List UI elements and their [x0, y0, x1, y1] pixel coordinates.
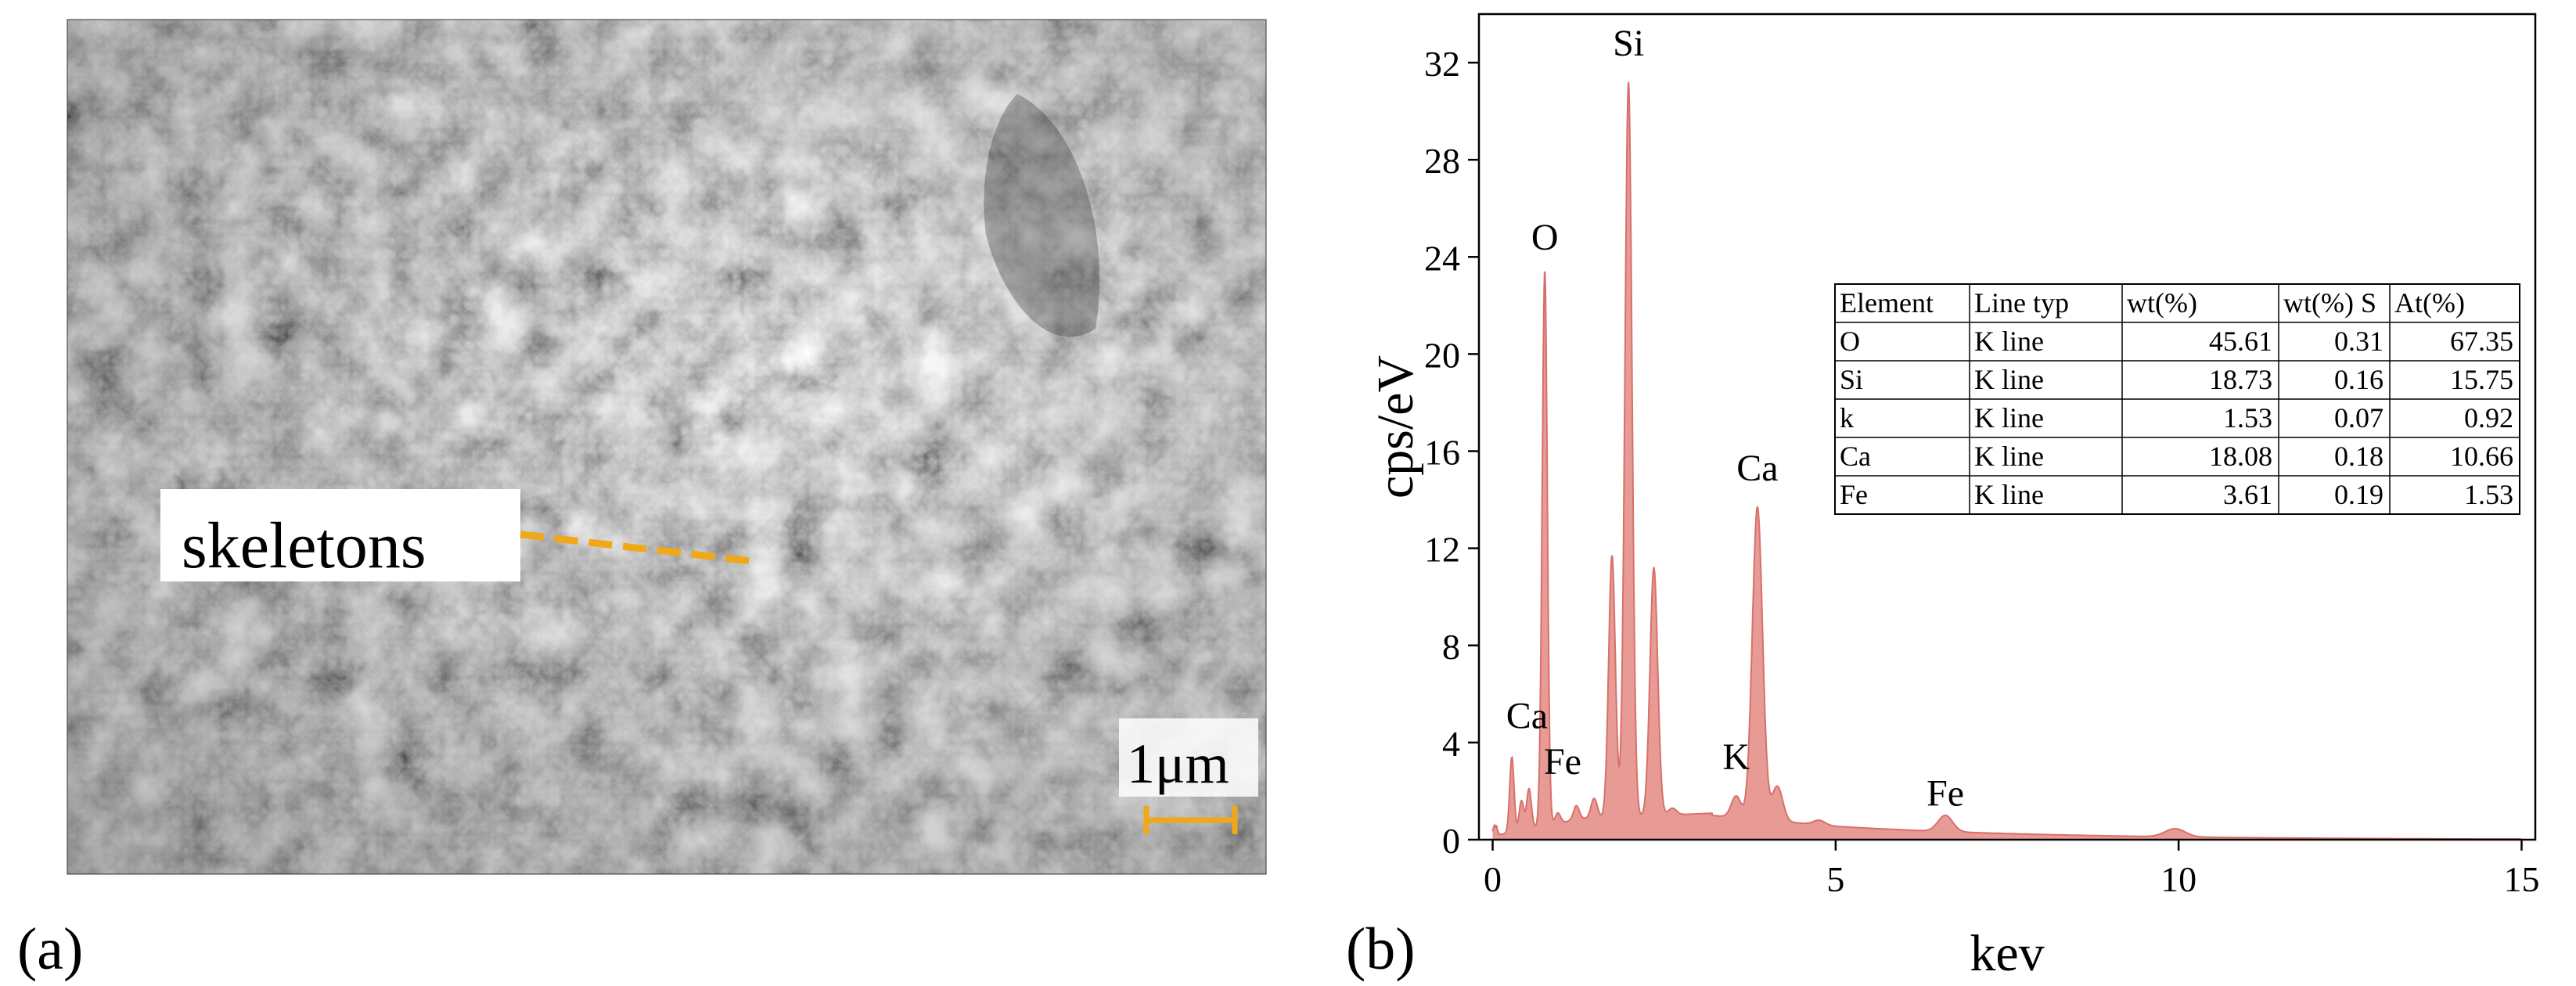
y-tick-label: 12: [1424, 530, 1460, 570]
y-tick-label: 16: [1424, 433, 1460, 473]
y-tick-label: 8: [1442, 627, 1460, 667]
table-cell: Fe: [1840, 479, 1868, 510]
peak-label: Fe: [1544, 741, 1581, 783]
x-tick-label: 0: [1484, 859, 1502, 899]
annotation-label-box: [160, 489, 520, 581]
y-tick-label: 24: [1424, 238, 1460, 278]
table-cell: K line: [1974, 326, 2044, 357]
plot-frame: [1477, 13, 2537, 841]
table-header-cell: wt(%): [2127, 287, 2197, 318]
y-tick-label: 32: [1424, 44, 1460, 84]
sem-micrograph-panel: skeletons 1μm (a): [17, 19, 1267, 982]
peak-label: Fe: [1927, 773, 1964, 815]
table-cell: 45.61: [2209, 326, 2272, 357]
table-cell: K line: [1974, 441, 2044, 472]
table-cell: 0.92: [2464, 402, 2513, 434]
peak-label: Si: [1613, 23, 1644, 64]
table-header-cell: At(%): [2394, 287, 2465, 318]
panel-a-label: (a): [17, 916, 83, 982]
x-tick-label: 15: [2503, 859, 2539, 899]
panel-b-label: (b): [1346, 916, 1416, 982]
scale-bar: [1143, 806, 1238, 834]
scale-bar-label-box: [1119, 718, 1258, 797]
table-cell: 0.19: [2334, 479, 2384, 510]
table-cell: 3.61: [2223, 479, 2272, 510]
peak-label: O: [1531, 217, 1559, 258]
table-cell: k: [1840, 402, 1854, 434]
x-tick-label: 10: [2160, 859, 2196, 899]
table-cell: K line: [1974, 402, 2044, 434]
table-cell: 0.07: [2334, 402, 2384, 434]
y-tick-label: 4: [1442, 724, 1460, 764]
x-axis-label: kev: [1970, 925, 2044, 982]
table-cell: K line: [1974, 364, 2044, 395]
y-tick-label: 0: [1442, 821, 1460, 861]
spectrum-line: [1491, 81, 2521, 840]
table-cell: Ca: [1840, 441, 1871, 472]
eds-spectrum-chart: 0 4 8 12 16 20 24 28 32 0 5 10 15 kev cps/eV Ca O Fe Si K Ca…: [1367, 13, 2539, 982]
table-cell: O: [1840, 326, 1860, 357]
table-cell: 67.35: [2450, 326, 2513, 357]
peak-label: Ca: [1506, 695, 1548, 736]
table-header-cell: Element: [1840, 287, 1934, 318]
table-cell: 0.31: [2334, 326, 2384, 357]
peak-label: K: [1722, 736, 1750, 778]
table-cell: 1.53: [2223, 402, 2272, 434]
table-cell: 15.75: [2450, 364, 2513, 395]
x-tick-label: 5: [1826, 859, 1844, 899]
y-axis-label: cps/eV: [1367, 355, 1424, 498]
table-cell: 10.66: [2450, 441, 2513, 472]
peak-label: Ca: [1736, 448, 1778, 489]
table-cell: Si: [1840, 364, 1863, 395]
eds-spectrum-panel: (b) 0 4 8 12 16 20 24 28 32 0 5 10 15 kev cps/eV Ca O Fe S…: [1346, 13, 2539, 982]
annotation-label: skeletons: [182, 509, 426, 582]
table-cell: 1.53: [2464, 479, 2513, 510]
table-cell: 0.16: [2334, 364, 2384, 395]
sem-micrograph-image: [67, 20, 1266, 874]
scale-bar-label: 1μm: [1127, 732, 1229, 795]
annotation-pointer-line: [520, 531, 752, 565]
table-header-cell: Line typ: [1974, 287, 2069, 318]
table-header-cell: wt(%) S: [2283, 287, 2376, 318]
table-cell: 0.18: [2334, 441, 2384, 472]
table-cell: 18.73: [2209, 364, 2272, 395]
y-tick-label: 28: [1424, 141, 1460, 181]
table-cell: K line: [1974, 479, 2044, 510]
y-tick-label: 20: [1424, 335, 1460, 375]
table-cell: 18.08: [2209, 441, 2272, 472]
